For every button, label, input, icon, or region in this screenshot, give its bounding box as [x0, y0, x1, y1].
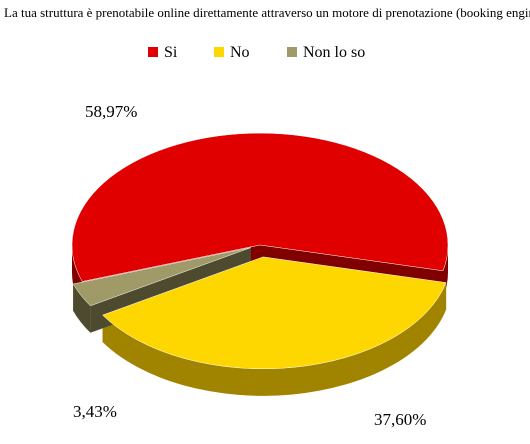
legend-label-si: Si — [164, 44, 178, 61]
legend-label-no: No — [230, 44, 250, 61]
legend: Si No Non lo so — [148, 44, 365, 61]
data-labels: 58,97% 37,60% 3,43% — [73, 102, 426, 429]
legend-swatch-non-lo-so — [287, 47, 297, 57]
data-label-no: 37,60% — [374, 410, 426, 429]
legend-swatch-si — [148, 47, 158, 57]
data-label-si: 58,97% — [85, 102, 137, 121]
chart-title: La tua struttura è prenotabile online di… — [4, 5, 530, 20]
slice-si — [71, 132, 449, 282]
data-label-non-lo-so: 3,43% — [73, 402, 117, 421]
legend-label-non-lo-so: Non lo so — [303, 44, 365, 61]
slice-no — [102, 256, 447, 370]
pie-slices — [71, 132, 449, 370]
legend-swatch-no — [214, 47, 224, 57]
slice-side-no — [102, 282, 447, 396]
slice-non-lo-so — [72, 247, 251, 307]
